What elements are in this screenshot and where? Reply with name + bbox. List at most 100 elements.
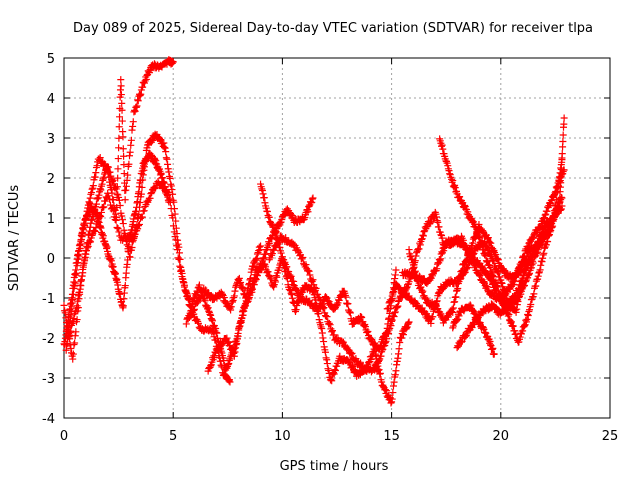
data-point bbox=[164, 165, 172, 173]
data-point bbox=[122, 269, 130, 277]
data-point bbox=[371, 350, 379, 358]
data-point bbox=[139, 83, 147, 91]
data-point bbox=[399, 331, 407, 339]
data-point bbox=[466, 246, 474, 254]
data-point bbox=[391, 275, 399, 283]
data-point bbox=[318, 329, 326, 337]
data-point bbox=[109, 207, 117, 215]
x-tick-label: 10 bbox=[274, 429, 291, 444]
data-point bbox=[257, 242, 265, 250]
data-point bbox=[314, 291, 322, 299]
y-tick-label: -3 bbox=[42, 372, 55, 387]
data-point bbox=[390, 378, 398, 386]
data-point bbox=[129, 118, 137, 126]
data-point bbox=[320, 338, 328, 346]
data-point bbox=[513, 289, 521, 297]
data-point bbox=[557, 206, 565, 214]
data-point bbox=[403, 284, 411, 292]
data-point bbox=[114, 224, 122, 232]
data-point bbox=[513, 301, 521, 309]
data-point bbox=[243, 298, 251, 306]
data-point bbox=[527, 301, 535, 309]
data-point bbox=[113, 223, 121, 231]
data-point bbox=[524, 310, 532, 318]
data-point bbox=[534, 272, 542, 280]
data-point bbox=[457, 338, 465, 346]
data-point bbox=[408, 256, 416, 264]
data-point bbox=[117, 82, 125, 90]
x-axis-label: GPS time / hours bbox=[280, 459, 389, 474]
data-point bbox=[387, 298, 395, 306]
data-point bbox=[181, 286, 189, 294]
data-point bbox=[83, 207, 91, 215]
data-point bbox=[136, 220, 144, 228]
data-point bbox=[328, 327, 336, 335]
data-point bbox=[292, 286, 300, 294]
data-point bbox=[126, 152, 134, 160]
data-point bbox=[523, 252, 531, 260]
data-point bbox=[101, 197, 109, 205]
data-point bbox=[216, 357, 224, 365]
data-point bbox=[204, 304, 212, 312]
data-point bbox=[117, 76, 125, 84]
data-point bbox=[349, 363, 357, 371]
data-point bbox=[391, 308, 399, 316]
data-point bbox=[373, 363, 381, 371]
data-point bbox=[232, 344, 240, 352]
data-point bbox=[119, 302, 127, 310]
series-track-7 bbox=[257, 180, 413, 407]
data-point bbox=[258, 185, 266, 193]
data-point bbox=[454, 315, 462, 323]
y-tick-label: 2 bbox=[47, 172, 55, 187]
data-point bbox=[481, 328, 489, 336]
data-point bbox=[109, 196, 117, 204]
data-point bbox=[512, 308, 520, 316]
data-point bbox=[409, 259, 417, 267]
data-point bbox=[96, 211, 104, 219]
data-point bbox=[247, 268, 255, 276]
data-point bbox=[464, 251, 472, 259]
data-point bbox=[408, 255, 416, 263]
data-point bbox=[489, 273, 497, 281]
data-point bbox=[82, 211, 90, 219]
data-point bbox=[376, 370, 384, 378]
data-point bbox=[120, 170, 128, 178]
data-point bbox=[507, 318, 515, 326]
data-point bbox=[131, 107, 139, 115]
data-point bbox=[230, 352, 238, 360]
data-point bbox=[553, 208, 561, 216]
data-point bbox=[387, 322, 395, 330]
data-point bbox=[407, 252, 415, 260]
data-point bbox=[116, 86, 124, 94]
data-point bbox=[86, 199, 94, 207]
data-point bbox=[86, 194, 94, 202]
data-point bbox=[557, 193, 565, 201]
data-point bbox=[323, 313, 331, 321]
data-point bbox=[116, 202, 124, 210]
data-point bbox=[269, 282, 277, 290]
data-point bbox=[395, 345, 403, 353]
data-point bbox=[127, 141, 135, 149]
data-point bbox=[410, 263, 418, 271]
data-point bbox=[513, 305, 521, 313]
data-point bbox=[339, 338, 347, 346]
data-point bbox=[185, 301, 193, 309]
series-track-14 bbox=[449, 301, 498, 358]
data-point bbox=[118, 106, 126, 114]
data-point bbox=[108, 204, 116, 212]
data-point bbox=[160, 139, 168, 147]
data-points bbox=[60, 56, 568, 407]
data-point bbox=[537, 261, 545, 269]
data-point bbox=[544, 220, 552, 228]
data-point bbox=[195, 281, 203, 289]
data-point bbox=[276, 244, 284, 252]
y-tick-label: 3 bbox=[47, 132, 55, 147]
data-point bbox=[403, 324, 411, 332]
data-point bbox=[484, 234, 492, 242]
data-point bbox=[483, 283, 491, 291]
data-point bbox=[177, 266, 185, 274]
y-tick-label: 5 bbox=[47, 52, 55, 67]
data-point bbox=[120, 152, 128, 160]
data-point bbox=[72, 269, 80, 277]
data-point bbox=[427, 319, 435, 327]
